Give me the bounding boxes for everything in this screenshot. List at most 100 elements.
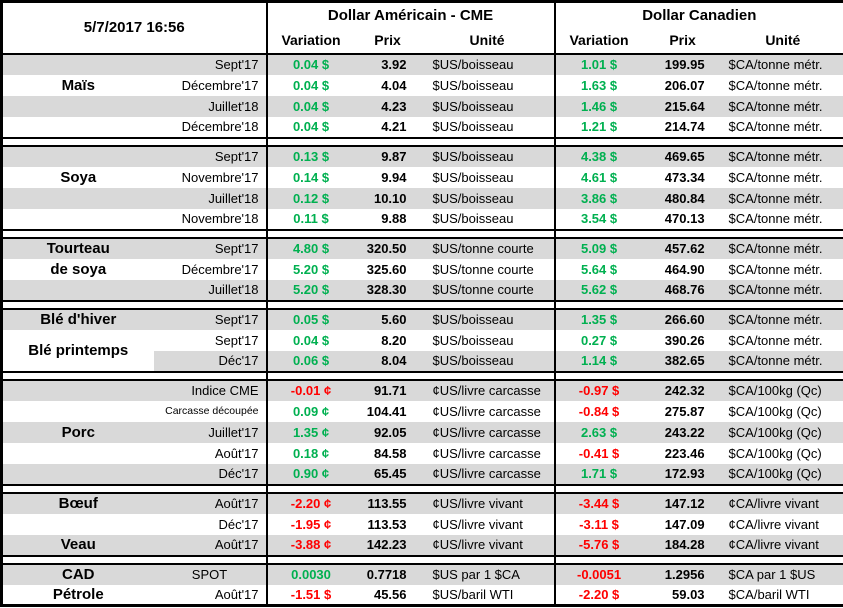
ca-unit-cell: $CA/tonne métr. xyxy=(722,187,843,209)
month-cell: Sept'17 xyxy=(153,308,268,330)
price-row: Déc'17 0.90 ¢ 65.45 ¢US/livre carcasse 1.71 … xyxy=(1,463,843,485)
ca-variation-cell: -3.44 $ xyxy=(554,492,643,514)
ca-price-cell: 214.74 xyxy=(664,119,705,134)
ca-unit-cell: ¢CA/livre vivant xyxy=(728,516,819,532)
ca-price-cell: 1.2956 xyxy=(642,563,723,585)
us-price-cell: 0.7718 xyxy=(354,563,421,585)
us-unit-cell: $US/boisseau xyxy=(420,95,556,117)
ca-variation-cell: -0.84 $ xyxy=(578,403,620,419)
us-variation-cell: 0.09 ¢ xyxy=(292,403,330,419)
category-cell xyxy=(1,379,154,401)
us-variation-cell: 0.05 $ xyxy=(266,308,355,330)
us-unit-cell: $US/baril WTI xyxy=(420,584,556,606)
ca-price-cell: 390.26 xyxy=(664,332,705,348)
ca-price-cell: 468.76 xyxy=(642,279,723,301)
ca-price-cell: 457.62 xyxy=(642,237,723,259)
ca-unit-cell: $CA/tonne métr. xyxy=(722,53,843,75)
us-price-cell: 4.21 xyxy=(381,119,407,134)
price-row: Novembre'18 0.11 $ 9.88 $US/boisseau 3.54 $ 4… xyxy=(2,208,843,230)
us-price-cell: 320.50 xyxy=(354,237,421,259)
us-unit-cell: ¢US/livre vivant xyxy=(420,534,556,556)
us-price-cell: 65.45 xyxy=(354,463,421,485)
month-cell: Indice CME xyxy=(153,379,268,401)
us-price-cell: 10.10 xyxy=(354,187,421,209)
ca-price-cell: 473.34 xyxy=(664,169,705,185)
category-cell xyxy=(1,187,154,209)
us-price-cell: 4.23 xyxy=(354,95,421,117)
month-cell: Août'17 xyxy=(153,584,268,606)
category-cell: Porc xyxy=(1,421,154,443)
us-price-cell: 8.04 xyxy=(354,350,421,372)
group-header-row: 5/7/2017 16:56 Dollar Américain - CME Do… xyxy=(1,1,843,55)
ca-unit-cell: $CA/tonne métr. xyxy=(722,279,843,301)
category-cell: Bœuf xyxy=(1,492,154,514)
ca-variation-cell: 5.09 $ xyxy=(554,237,643,259)
separator-cell xyxy=(554,554,843,565)
month-cell: Déc'17 xyxy=(153,463,268,485)
category-cell: Pétrole xyxy=(52,585,104,603)
ca-variation-cell: 5.62 $ xyxy=(554,279,643,301)
us-unit-cell: $US/boisseau xyxy=(420,145,556,167)
us-unit-cell: $US/boisseau xyxy=(420,166,556,188)
us-price-cell: 3.92 xyxy=(354,53,421,75)
ca-unit-cell: $CA/tonne métr. xyxy=(722,95,843,117)
ca-group-header: Dollar Canadien xyxy=(642,6,757,24)
month-cell: Août'17 xyxy=(153,442,268,464)
separator-cell xyxy=(266,370,556,381)
us-variation-cell: -0.01 ¢ xyxy=(266,379,355,401)
month-cell: Novembre'18 xyxy=(153,208,268,230)
ca-unit-cell: $CA/tonne métr. xyxy=(728,169,823,185)
us-price-cell: 91.71 xyxy=(354,379,421,401)
us-variation-cell: -1.95 ¢ xyxy=(290,516,332,532)
separator-cell xyxy=(554,228,843,239)
us-unit-cell: ¢US/livre carcasse xyxy=(420,463,556,485)
section-separator xyxy=(1,228,843,239)
ca-variation-cell: 1.21 $ xyxy=(580,119,618,134)
price-row: CAD SPOT 0.0030 0.7718 $US par 1 $CA -0.0051 1… xyxy=(1,563,843,585)
us-variation-header: Variation xyxy=(266,27,355,55)
ca-unit-cell: $CA/tonne métr. xyxy=(722,237,843,259)
us-variation-cell: 0.18 ¢ xyxy=(292,445,330,461)
separator-cell xyxy=(1,370,268,381)
category-cell xyxy=(2,514,154,535)
us-variation-cell: -1.51 $ xyxy=(290,586,332,602)
ca-variation-cell: -5.76 $ xyxy=(554,534,643,556)
ca-unit-cell: $CA/tonne métr. xyxy=(728,332,823,348)
us-unit-cell: $US par 1 $CA xyxy=(420,563,556,585)
month-cell: Déc'17 xyxy=(153,350,268,372)
us-price-cell: 142.23 xyxy=(354,534,421,556)
us-unit-cell: $US/boisseau xyxy=(420,116,556,138)
month-cell: Décembre'18 xyxy=(153,116,268,138)
us-variation-cell: -2.20 ¢ xyxy=(266,492,355,514)
price-row: Pétrole Août'17 -1.51 $ 45.56 $US/baril WTI -… xyxy=(2,584,843,606)
separator-cell xyxy=(266,483,556,494)
price-row: de soya Décembre'17 5.20 $ 325.60 $US/tonne … xyxy=(2,258,843,280)
ca-unit-cell: $CA/tonne métr. xyxy=(728,211,823,226)
us-price-cell: 92.05 xyxy=(354,421,421,443)
ca-price-cell: 470.13 xyxy=(664,211,705,226)
us-variation-cell: 0.0030 xyxy=(266,563,355,585)
price-row: Sept'17 0.13 $9.87 $US/boisseau 4.38 $469.6… xyxy=(1,145,843,167)
ca-variation-cell: 1.46 $ xyxy=(554,95,643,117)
ca-price-cell: 382.65 xyxy=(642,350,723,372)
separator-cell xyxy=(266,136,556,147)
ca-variation-cell: -0.41 $ xyxy=(578,445,620,461)
us-price-cell: 9.88 xyxy=(381,211,407,226)
month-cell: Sept'17 xyxy=(153,53,268,75)
separator-cell xyxy=(554,483,843,494)
us-unit-cell: $US/tonne courte xyxy=(420,258,556,280)
ca-unit-cell: ¢CA/livre vivant xyxy=(722,534,843,556)
category-cell: Soya xyxy=(60,168,97,186)
ca-price-cell: 215.64 xyxy=(642,95,723,117)
us-unite-header: Unité xyxy=(420,27,556,55)
us-variation-cell: 1.35 ¢ xyxy=(266,421,355,443)
ca-unit-cell: $CA/tonne métr. xyxy=(722,145,843,167)
us-price-cell: 104.41 xyxy=(366,403,407,419)
us-price-cell: 9.94 xyxy=(381,169,407,185)
us-price-cell: 113.55 xyxy=(354,492,421,514)
month-cell: Déc'17 xyxy=(153,513,268,535)
separator-cell xyxy=(1,299,268,310)
ca-unit-cell: $CA/100kg (Qc) xyxy=(728,403,822,419)
ca-variation-cell: -3.11 $ xyxy=(579,516,619,532)
